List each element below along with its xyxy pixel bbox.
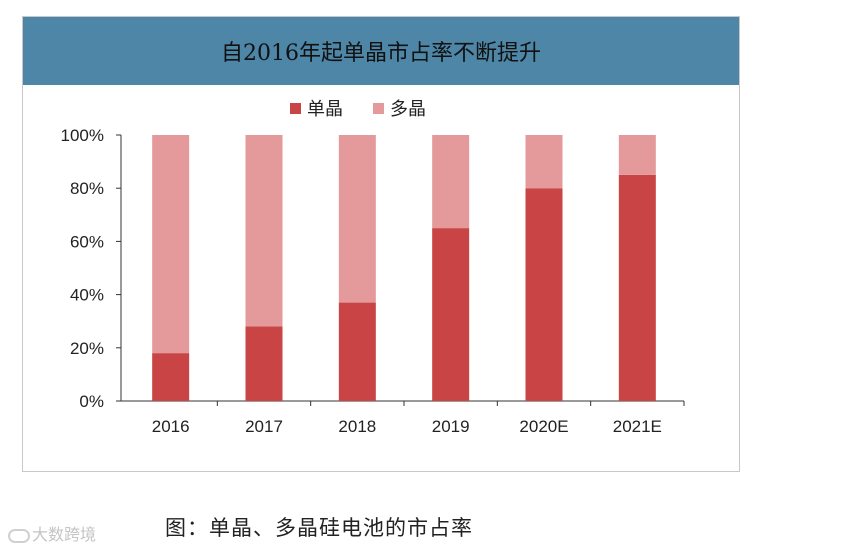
bar-poly-2018 <box>338 135 376 303</box>
bar-mono-2021E <box>618 174 656 401</box>
y-tick-label: 0% <box>79 392 104 411</box>
x-tick-label: 2019 <box>432 417 470 436</box>
bar-poly-2020E <box>525 135 563 189</box>
x-tick-label: 2021E <box>613 417 662 436</box>
y-tick-label: 20% <box>70 339 104 358</box>
y-tick-label: 80% <box>70 179 104 198</box>
legend-item-poly-label: 多晶 <box>390 99 426 120</box>
chart-title-bar: 自2016年起单晶市占率不断提升 <box>23 17 739 85</box>
x-tick-label: 2016 <box>152 417 190 436</box>
figure-caption: 图：单晶、多晶硅电池的市占率 <box>165 516 473 540</box>
bar-mono-2016 <box>152 353 190 401</box>
chart-title: 自2016年起单晶市占率不断提升 <box>221 41 541 66</box>
x-tick-label: 2020E <box>519 417 568 436</box>
bar-mono-2019 <box>432 228 470 401</box>
bar-poly-2019 <box>432 135 470 229</box>
y-tick-label: 40% <box>70 286 104 305</box>
bar-mono-2018 <box>338 302 376 401</box>
legend-item-poly-swatch <box>373 103 384 114</box>
bar-poly-2016 <box>152 135 190 354</box>
watermark-text: 大数跨境 <box>32 525 97 544</box>
legend-item-mono-swatch <box>290 103 301 114</box>
x-tick-label: 2017 <box>245 417 283 436</box>
bar-poly-2021E <box>618 135 656 175</box>
watermark-logo-icon <box>8 528 30 543</box>
y-tick-label: 60% <box>70 232 104 251</box>
legend-item-mono-label: 单晶 <box>307 99 343 120</box>
bar-mono-2017 <box>245 326 283 401</box>
x-tick-label: 2018 <box>338 417 376 436</box>
y-tick-label: 100% <box>61 126 104 145</box>
bar-mono-2020E <box>525 188 563 401</box>
watermark: 大数跨境 <box>8 521 96 545</box>
bar-poly-2017 <box>245 135 283 327</box>
